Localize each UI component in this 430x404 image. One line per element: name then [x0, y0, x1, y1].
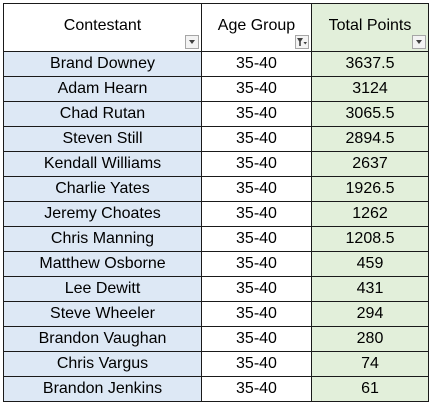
- total-points-cell[interactable]: 280: [311, 326, 429, 352]
- contestant-table: Contestant Age Group Total Poin: [3, 3, 429, 402]
- contestant-cell[interactable]: Adam Hearn: [3, 76, 202, 102]
- table-row: Adam Hearn 35-40 3124: [3, 76, 429, 102]
- age-group-cell[interactable]: 35-40: [201, 251, 312, 277]
- total-points-cell[interactable]: 74: [311, 351, 429, 377]
- contestant-cell[interactable]: Brand Downey: [3, 51, 202, 77]
- contestant-cell[interactable]: Steve Wheeler: [3, 301, 202, 327]
- age-group-header[interactable]: Age Group: [201, 3, 312, 52]
- contestant-cell[interactable]: Matthew Osborne: [3, 251, 202, 277]
- age-group-cell[interactable]: 35-40: [201, 151, 312, 177]
- table-row: Chris Manning 35-40 1208.5: [3, 226, 429, 252]
- table-row: Kendall Williams 35-40 2637: [3, 151, 429, 177]
- contestant-cell[interactable]: Chris Vargus: [3, 351, 202, 377]
- contestant-cell[interactable]: Lee Dewitt: [3, 276, 202, 302]
- age-group-cell[interactable]: 35-40: [201, 301, 312, 327]
- contestant-header[interactable]: Contestant: [3, 3, 202, 52]
- age-group-cell[interactable]: 35-40: [201, 126, 312, 152]
- table-row: Steve Wheeler 35-40 294: [3, 301, 429, 327]
- age-group-cell[interactable]: 35-40: [201, 326, 312, 352]
- age-group-cell[interactable]: 35-40: [201, 201, 312, 227]
- total-points-cell[interactable]: 2637: [311, 151, 429, 177]
- total-points-cell[interactable]: 3637.5: [311, 51, 429, 77]
- total-points-cell[interactable]: 459: [311, 251, 429, 277]
- contestant-cell[interactable]: Brandon Jenkins: [3, 376, 202, 402]
- total-points-cell[interactable]: 2894.5: [311, 126, 429, 152]
- total-points-cell[interactable]: 61: [311, 376, 429, 402]
- age-group-cell[interactable]: 35-40: [201, 226, 312, 252]
- contestant-cell[interactable]: Brandon Vaughan: [3, 326, 202, 352]
- total-points-cell[interactable]: 3065.5: [311, 101, 429, 127]
- age-group-cell[interactable]: 35-40: [201, 101, 312, 127]
- total-points-header[interactable]: Total Points: [311, 3, 429, 52]
- contestant-cell[interactable]: Jeremy Choates: [3, 201, 202, 227]
- age-group-cell[interactable]: 35-40: [201, 376, 312, 402]
- table-row: Jeremy Choates 35-40 1262: [3, 201, 429, 227]
- contestant-cell[interactable]: Chad Rutan: [3, 101, 202, 127]
- contestant-filter-dropdown-icon[interactable]: [185, 35, 199, 49]
- total-points-cell[interactable]: 3124: [311, 76, 429, 102]
- table-row: Lee Dewitt 35-40 431: [3, 276, 429, 302]
- table-row: Chris Vargus 35-40 74: [3, 351, 429, 377]
- age-group-filter-applied-icon[interactable]: [295, 35, 309, 49]
- age-group-cell[interactable]: 35-40: [201, 351, 312, 377]
- spreadsheet-table-region: Contestant Age Group Total Poin: [3, 3, 429, 402]
- contestant-cell[interactable]: Chris Manning: [3, 226, 202, 252]
- table-row: Steven Still 35-40 2894.5: [3, 126, 429, 152]
- total-points-cell[interactable]: 294: [311, 301, 429, 327]
- total-points-cell[interactable]: 1208.5: [311, 226, 429, 252]
- table-row: Chad Rutan 35-40 3065.5: [3, 101, 429, 127]
- contestant-cell[interactable]: Charlie Yates: [3, 176, 202, 202]
- total-points-cell[interactable]: 1262: [311, 201, 429, 227]
- table-row: Charlie Yates 35-40 1926.5: [3, 176, 429, 202]
- age-group-cell[interactable]: 35-40: [201, 76, 312, 102]
- contestant-cell[interactable]: Kendall Williams: [3, 151, 202, 177]
- age-group-header-label: Age Group: [217, 16, 296, 34]
- age-group-cell[interactable]: 35-40: [201, 276, 312, 302]
- header-row: Contestant Age Group Total Poin: [3, 3, 429, 52]
- age-group-cell[interactable]: 35-40: [201, 51, 312, 77]
- total-points-header-label: Total Points: [328, 16, 412, 34]
- contestant-header-label: Contestant: [63, 16, 142, 34]
- total-points-cell[interactable]: 431: [311, 276, 429, 302]
- table-row: Brand Downey 35-40 3637.5: [3, 51, 429, 77]
- table-row: Brandon Jenkins 35-40 61: [3, 376, 429, 402]
- table-row: Matthew Osborne 35-40 459: [3, 251, 429, 277]
- contestant-cell[interactable]: Steven Still: [3, 126, 202, 152]
- table-row: Brandon Vaughan 35-40 280: [3, 326, 429, 352]
- total-points-filter-dropdown-icon[interactable]: [412, 35, 426, 49]
- total-points-cell[interactable]: 1926.5: [311, 176, 429, 202]
- age-group-cell[interactable]: 35-40: [201, 176, 312, 202]
